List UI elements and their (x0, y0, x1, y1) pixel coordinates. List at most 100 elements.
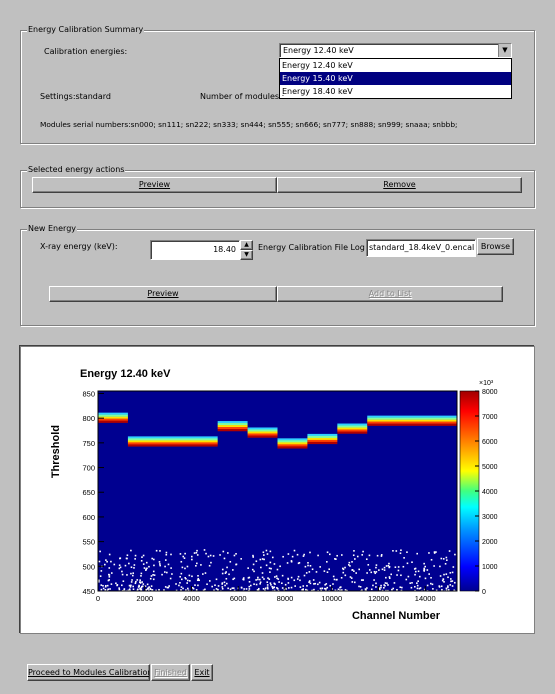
noise-pixel (438, 585, 441, 587)
noise-pixel (158, 590, 160, 593)
heatmap-band-1 (98, 412, 128, 423)
noise-pixel (266, 584, 269, 586)
dropdown-option-3[interactable]: Energy 18.40 keV (282, 87, 353, 96)
noise-pixel (217, 585, 220, 587)
heatmap-band-cell (277, 444, 308, 447)
noise-pixel (196, 579, 199, 582)
noise-pixel (445, 587, 448, 590)
noise-pixel (266, 581, 269, 583)
noise-pixel (183, 557, 186, 559)
dropdown-option-1[interactable]: Energy 12.40 keV (282, 61, 353, 70)
xray-energy-spinner[interactable]: ▲ ▼ (240, 240, 253, 260)
spinner-down-icon[interactable]: ▼ (240, 250, 253, 260)
noise-pixel (382, 590, 385, 593)
noise-pixel (399, 586, 402, 589)
noise-pixel (267, 577, 269, 579)
noise-pixel (252, 563, 255, 566)
noise-pixel (451, 580, 454, 582)
noise-pixel (287, 578, 290, 580)
noise-pixel (335, 558, 337, 560)
noise-pixel (449, 572, 452, 574)
noise-pixel (264, 589, 266, 592)
noise-pixel (178, 584, 180, 587)
noise-pixel (98, 560, 101, 563)
noise-pixel (378, 587, 381, 590)
noise-pixel (248, 576, 251, 579)
new-preview-button[interactable]: Preview (49, 286, 277, 302)
proceed-button[interactable]: Proceed to Modules Calibration (27, 664, 150, 681)
noise-pixel (305, 572, 308, 574)
calibration-energy-dropdown[interactable]: Energy 12.40 keV ▼ (279, 43, 512, 58)
noise-pixel (119, 557, 121, 560)
dropdown-option-2[interactable]: Energy 15.40 keV (280, 72, 511, 85)
noise-pixel (213, 589, 215, 592)
noise-pixel (269, 571, 271, 573)
settings-label: Settings:standard (40, 92, 111, 101)
noise-pixel (260, 566, 262, 569)
noise-pixel (355, 572, 357, 574)
add-to-list-label: Add to List (368, 289, 412, 298)
add-to-list-button[interactable]: Add to List (277, 286, 503, 302)
noise-pixel (380, 586, 382, 589)
remove-button[interactable]: Remove (277, 177, 522, 193)
colorbar-tick-label: 8000 (482, 389, 498, 396)
noise-pixel (167, 586, 170, 589)
noise-pixel (423, 562, 425, 565)
calibration-energies-label: Calibration energies: (44, 47, 128, 56)
finished-label: Finished (154, 668, 187, 677)
noise-pixel (375, 571, 378, 573)
noise-pixel (142, 563, 145, 565)
noise-pixel (180, 560, 183, 563)
noise-pixel (293, 579, 296, 582)
noise-pixel (428, 552, 430, 554)
noise-pixel (294, 585, 296, 587)
noise-pixel (215, 578, 218, 581)
dropdown-arrow-icon[interactable]: ▼ (498, 44, 511, 57)
finished-button[interactable]: Finished (151, 664, 190, 681)
exit-button[interactable]: Exit (191, 664, 213, 681)
noise-pixel (180, 586, 183, 588)
noise-pixel (290, 576, 293, 579)
noise-pixel (342, 571, 345, 574)
noise-pixel (365, 589, 367, 591)
noise-pixel (198, 579, 200, 582)
noise-pixel (151, 557, 154, 560)
noise-pixel (150, 585, 153, 587)
noise-pixel (419, 587, 422, 589)
noise-pixel (391, 588, 393, 591)
noise-pixel (182, 555, 185, 558)
noise-pixel (370, 571, 373, 574)
noise-pixel (163, 590, 166, 593)
browse-button[interactable]: Browse (477, 238, 514, 255)
calibration-file-value: standard_18.4keV_0.encal (369, 243, 475, 252)
noise-pixel (180, 589, 182, 591)
noise-pixel (257, 576, 259, 579)
heatmap-band-cell (98, 420, 128, 423)
noise-pixel (276, 568, 279, 571)
noise-pixel (225, 571, 227, 573)
x-tick-label: 6000 (230, 594, 247, 603)
selected-preview-button[interactable]: Preview (32, 177, 277, 193)
noise-pixel (192, 590, 194, 593)
spinner-up-icon[interactable]: ▲ (240, 240, 253, 250)
noise-pixel (277, 578, 280, 580)
x-tick-label: 4000 (183, 594, 200, 603)
noise-pixel (153, 574, 156, 576)
calibration-file-input[interactable]: standard_18.4keV_0.encal (366, 239, 476, 257)
noise-pixel (301, 589, 303, 591)
xray-energy-input[interactable]: 18.40 (150, 240, 240, 260)
noise-pixel (447, 576, 449, 579)
noise-pixel (406, 551, 408, 553)
noise-pixel (342, 567, 344, 570)
noise-pixel (100, 570, 103, 572)
noise-pixel (191, 586, 194, 589)
noise-pixel (447, 589, 450, 591)
noise-pixel (433, 552, 436, 554)
heatmap-band-cell (247, 429, 278, 432)
noise-pixel (184, 567, 186, 570)
heatmap-band-cell (367, 423, 457, 426)
noise-pixel (287, 553, 290, 555)
noise-pixel (141, 581, 143, 583)
y-tick-label: 800 (82, 414, 95, 423)
number-of-modules-label: Number of modules : (200, 92, 285, 101)
